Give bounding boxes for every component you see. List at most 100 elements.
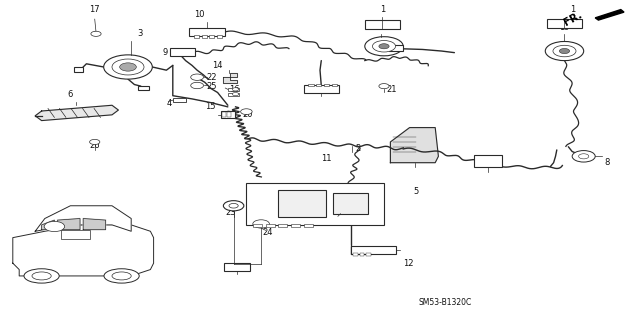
Circle shape	[572, 151, 595, 162]
Circle shape	[90, 139, 100, 145]
Circle shape	[112, 59, 144, 75]
Text: SM53-B1320C: SM53-B1320C	[418, 298, 472, 307]
Circle shape	[545, 41, 584, 61]
Ellipse shape	[112, 272, 131, 280]
Text: 15: 15	[205, 102, 216, 111]
Circle shape	[117, 62, 139, 72]
Polygon shape	[35, 206, 131, 231]
Text: 2: 2	[355, 144, 360, 153]
Ellipse shape	[32, 272, 51, 280]
Bar	[222, 112, 226, 117]
Bar	[308, 84, 314, 86]
Bar	[194, 35, 199, 38]
Text: 20: 20	[242, 110, 252, 119]
Bar	[351, 246, 396, 254]
Circle shape	[229, 204, 238, 208]
Text: 14: 14	[212, 61, 223, 70]
Circle shape	[372, 41, 396, 52]
Bar	[209, 35, 214, 38]
Bar	[278, 190, 326, 217]
Text: 5: 5	[413, 187, 419, 196]
Text: 1: 1	[380, 5, 385, 14]
Text: 9: 9	[163, 48, 168, 57]
Bar	[173, 98, 186, 102]
Circle shape	[379, 84, 389, 89]
Circle shape	[120, 63, 136, 71]
Bar	[474, 155, 502, 167]
Circle shape	[559, 48, 570, 54]
Text: 3: 3	[137, 29, 142, 38]
Circle shape	[365, 37, 403, 56]
Circle shape	[379, 44, 389, 49]
Bar	[246, 183, 384, 225]
Bar	[304, 224, 313, 227]
Polygon shape	[35, 105, 118, 121]
Text: 12: 12	[403, 259, 413, 268]
Ellipse shape	[24, 269, 60, 283]
Polygon shape	[42, 220, 54, 230]
Text: 18: 18	[328, 209, 339, 218]
Text: 11: 11	[321, 154, 332, 163]
Text: 24: 24	[262, 228, 273, 237]
Circle shape	[253, 220, 269, 228]
Text: 13: 13	[481, 160, 492, 169]
Bar	[360, 253, 364, 256]
Circle shape	[44, 221, 65, 232]
Bar	[74, 67, 83, 72]
Polygon shape	[13, 225, 154, 276]
Bar	[224, 263, 250, 271]
Bar	[221, 111, 235, 118]
Bar	[202, 35, 207, 38]
Bar	[138, 86, 149, 90]
Circle shape	[553, 45, 576, 57]
Bar	[227, 112, 231, 117]
Bar	[253, 224, 262, 227]
Bar	[332, 84, 337, 86]
Text: 21: 21	[386, 85, 396, 94]
Text: 26: 26	[90, 141, 100, 150]
Ellipse shape	[104, 269, 140, 283]
Text: 4: 4	[166, 99, 172, 108]
Circle shape	[232, 93, 239, 96]
Bar	[316, 84, 321, 86]
Text: 19: 19	[559, 23, 570, 32]
Bar	[170, 48, 195, 56]
Text: 7: 7	[225, 264, 230, 273]
Bar	[324, 84, 329, 86]
Bar	[228, 93, 239, 96]
Text: 10: 10	[195, 10, 205, 19]
Circle shape	[191, 74, 204, 80]
Bar	[547, 19, 582, 28]
Text: 8: 8	[605, 158, 610, 167]
Text: 17: 17	[90, 5, 100, 14]
Bar	[291, 224, 300, 227]
Text: 6: 6	[68, 90, 73, 99]
Bar	[365, 20, 400, 29]
Bar	[217, 35, 222, 38]
Bar	[266, 224, 275, 227]
Polygon shape	[595, 10, 624, 20]
Circle shape	[91, 31, 101, 36]
Circle shape	[104, 55, 152, 79]
Bar	[278, 224, 287, 227]
Circle shape	[241, 109, 252, 115]
Bar	[189, 28, 225, 36]
Circle shape	[223, 201, 244, 211]
Bar	[389, 45, 403, 51]
Text: FR.: FR.	[562, 10, 584, 27]
Text: 23: 23	[226, 208, 236, 217]
Polygon shape	[83, 219, 106, 230]
Bar	[304, 85, 339, 93]
Polygon shape	[390, 128, 438, 163]
Text: 1: 1	[570, 5, 575, 14]
Text: 16: 16	[229, 85, 240, 94]
Bar	[333, 193, 368, 214]
Text: 25: 25	[207, 82, 217, 91]
Text: 22: 22	[207, 73, 217, 82]
Polygon shape	[58, 219, 80, 230]
Polygon shape	[223, 73, 237, 83]
Bar	[366, 253, 371, 256]
Circle shape	[579, 154, 589, 159]
Circle shape	[232, 88, 239, 91]
Bar	[61, 230, 90, 239]
